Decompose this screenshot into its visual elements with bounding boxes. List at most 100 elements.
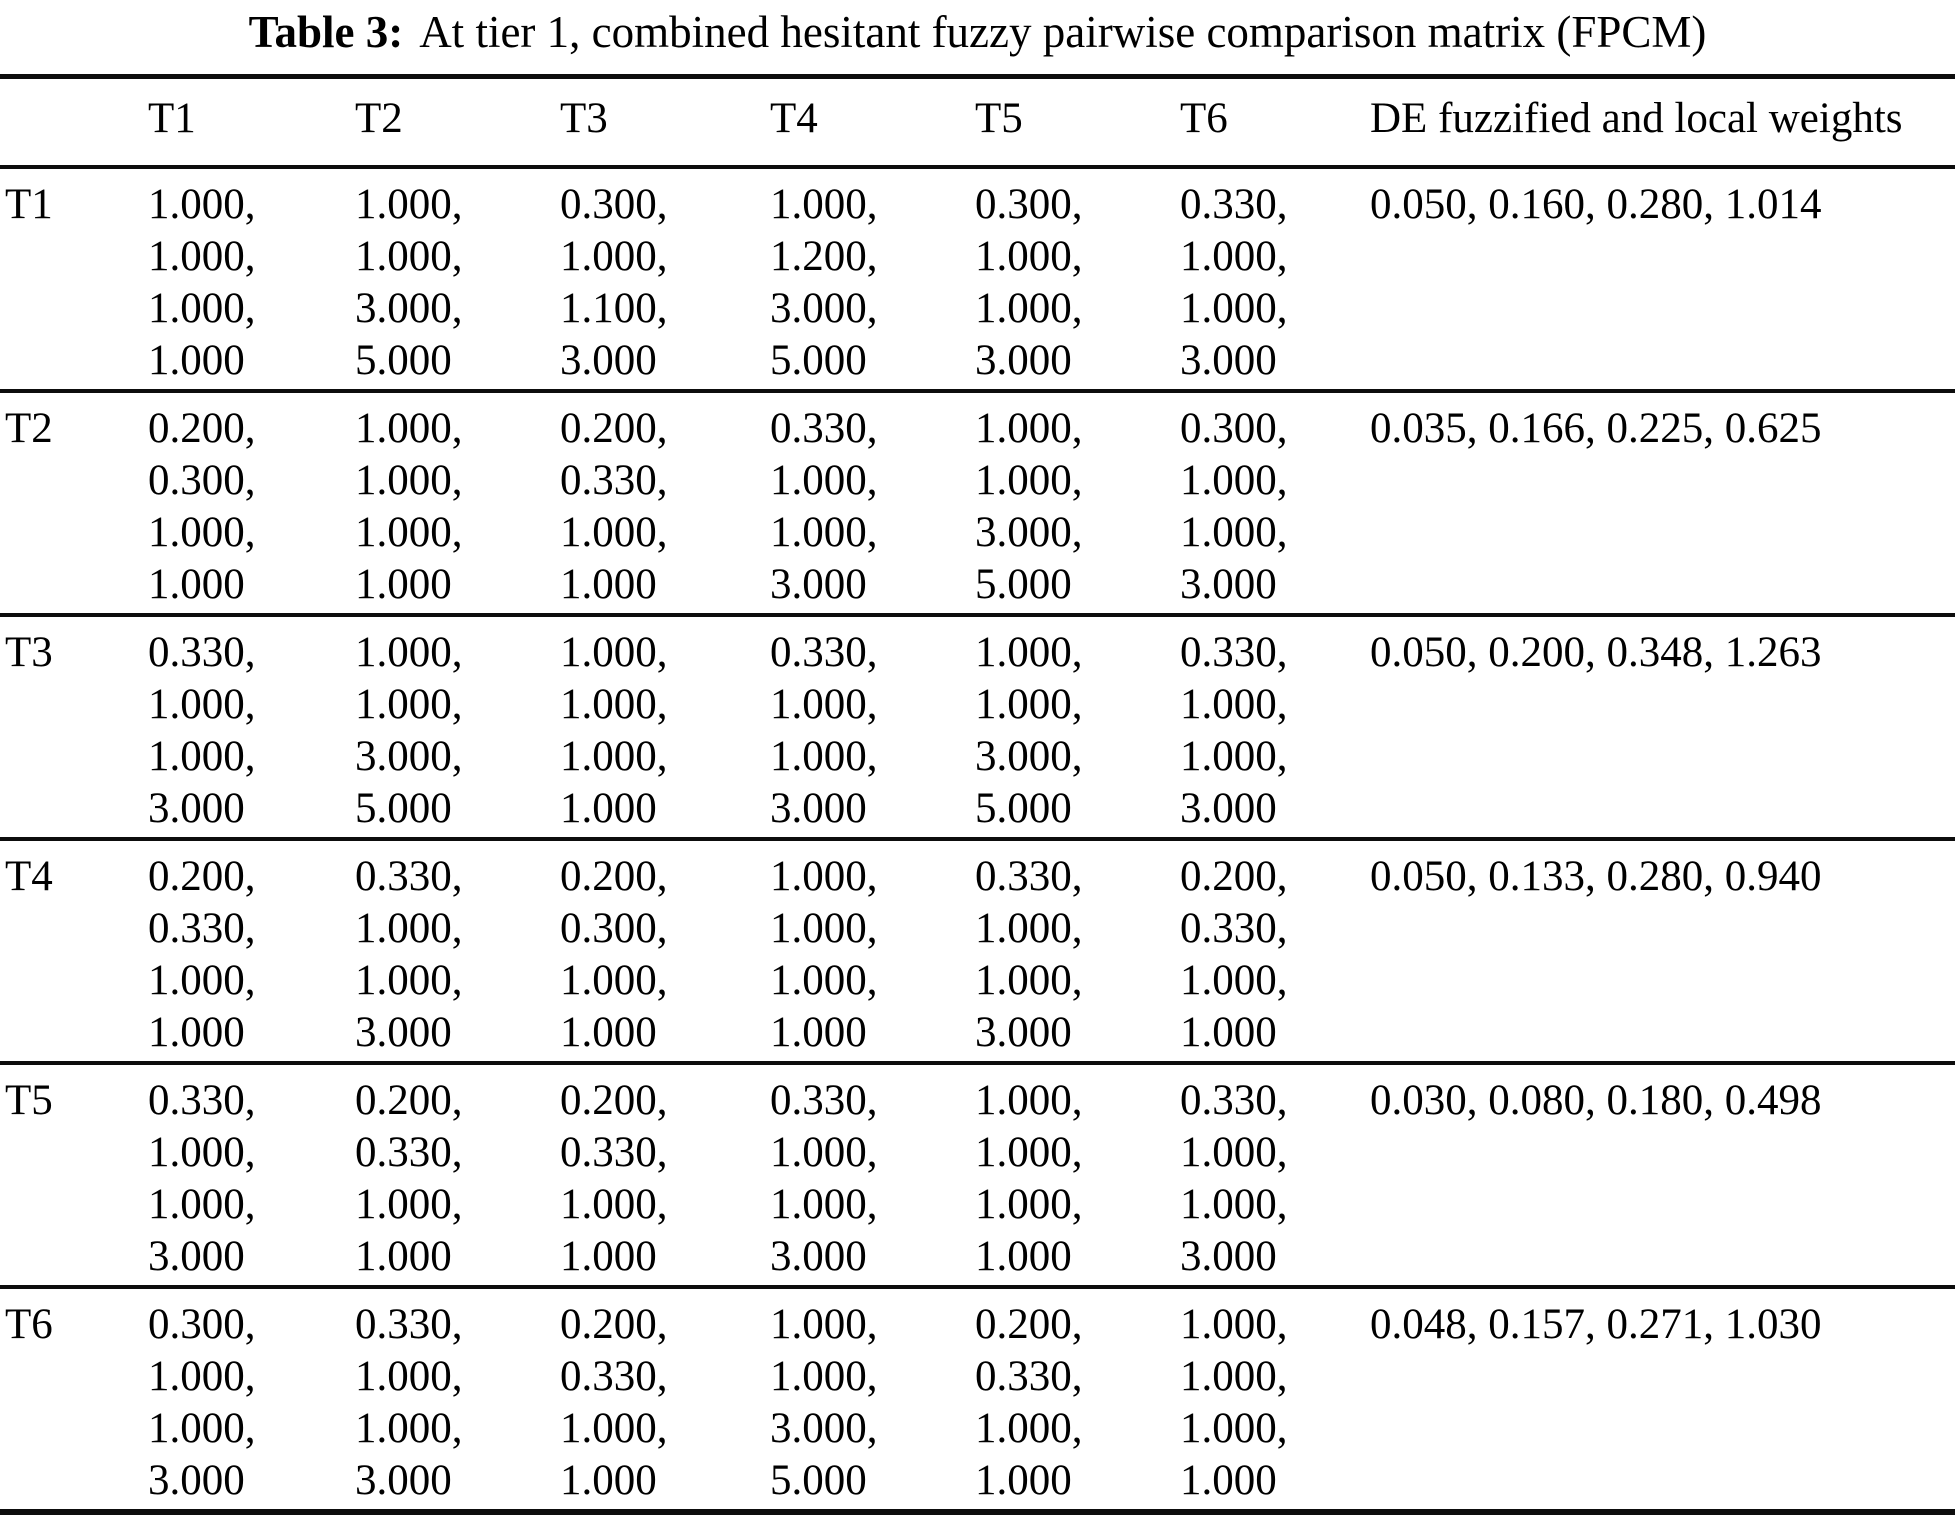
table-caption-number: Table 3: — [248, 7, 404, 57]
fuzzy-value-line: 0.330, — [355, 1129, 463, 1176]
fuzzy-value-line: 3.000, — [975, 509, 1083, 556]
fuzzy-cell-t5-t3: 0.200, 0.330, 1.000, 1.000 — [560, 1063, 770, 1287]
fuzzy-value-line: 1.000, — [355, 905, 463, 952]
fuzzy-cell-t5-t1: 0.330, 1.000, 1.000, 3.000 — [148, 1063, 355, 1287]
fuzzy-value-line: 1.000, — [560, 629, 668, 676]
fuzzy-value-line: 0.330, — [560, 1129, 668, 1176]
fuzzy-cell-t4-t6: 0.200, 0.330, 1.000, 1.000 — [1180, 839, 1370, 1063]
fuzzy-value-line: 3.000 — [355, 1009, 452, 1056]
fuzzy-value-line: 1.000, — [355, 957, 463, 1004]
fuzzy-value-line: 0.330, — [770, 405, 878, 452]
fuzzy-value-line: 1.000, — [1180, 733, 1288, 780]
fuzzy-cell-t6-t3: 0.200, 0.330, 1.000, 1.000 — [560, 1287, 770, 1512]
fuzzy-value-line: 1.000, — [1180, 681, 1288, 728]
fuzzy-cell-t1-t6: 0.330, 1.000, 1.000, 3.000 — [1180, 167, 1370, 391]
fuzzy-value-line: 3.000 — [1180, 785, 1277, 832]
fuzzy-value-line: 3.000, — [770, 1405, 878, 1452]
fuzzy-cell-t3-t1: 0.330, 1.000, 1.000, 3.000 — [148, 615, 355, 839]
weights-cell-t3: 0.050, 0.200, 0.348, 1.263 — [1370, 615, 1955, 839]
weights-cell-t5: 0.030, 0.080, 0.180, 0.498 — [1370, 1063, 1955, 1287]
fuzzy-value-line: 1.000, — [355, 181, 463, 228]
table-row-t3: T3 0.330, 1.000, 1.000, 3.000 1.000, 1.000, 3.0… — [0, 615, 1955, 839]
fuzzy-value-line: 0.330, — [1180, 905, 1288, 952]
fuzzy-value-line: 1.000, — [975, 681, 1083, 728]
fuzzy-cell-t3-t4: 0.330, 1.000, 1.000, 3.000 — [770, 615, 975, 839]
fuzzy-value-line: 1.000, — [975, 957, 1083, 1004]
fuzzy-cell-t5-t4: 0.330, 1.000, 1.000, 3.000 — [770, 1063, 975, 1287]
table-row-t4: T4 0.200, 0.330, 1.000, 1.000 0.330, 1.000, 1.0… — [0, 839, 1955, 1063]
fuzzy-value-line: 1.000 — [148, 1009, 245, 1056]
fuzzy-value-line: 1.000 — [148, 337, 245, 384]
table-header: T1 T2 T3 T4 T5 T6 DE fuzzified and local weigh… — [0, 76, 1955, 169]
fuzzy-value-line: 3.000 — [148, 1457, 245, 1504]
row-label-t2: T2 — [5, 405, 53, 452]
fuzzy-value-line: 1.000 — [1180, 1009, 1277, 1056]
fuzzy-cell-t3-t3: 1.000, 1.000, 1.000, 1.000 — [560, 615, 770, 839]
fuzzy-value-line: 3.000 — [770, 785, 867, 832]
fuzzy-cell-t6-t2: 0.330, 1.000, 1.000, 3.000 — [355, 1287, 560, 1512]
fuzzy-value-line: 3.000 — [148, 785, 245, 832]
weights-value: 0.050, 0.160, 0.280, 1.014 — [1370, 181, 1822, 228]
fuzzy-value-line: 3.000 — [1180, 337, 1277, 384]
fuzzy-value-line: 0.330, — [975, 1353, 1083, 1400]
fuzzy-value-line: 0.300, — [148, 1301, 256, 1348]
fuzzy-value-line: 1.000 — [560, 1009, 657, 1056]
fuzzy-value-line: 0.330, — [355, 853, 463, 900]
fuzzy-value-line: 1.000, — [975, 1405, 1083, 1452]
fuzzy-value-line: 0.330, — [1180, 1077, 1288, 1124]
fuzzy-value-line: 1.000, — [1180, 233, 1288, 280]
fuzzy-value-line: 1.000, — [770, 853, 878, 900]
fuzzy-value-line: 1.000, — [560, 509, 668, 556]
fuzzy-value-line: 5.000 — [770, 337, 867, 384]
fuzzy-value-line: 0.200, — [560, 1301, 668, 1348]
fuzzy-value-line: 1.000 — [770, 1009, 867, 1056]
corner-cell — [0, 76, 148, 169]
table-row-t6: T6 0.300, 1.000, 1.000, 3.000 0.330, 1.000, 1.0… — [0, 1287, 1955, 1512]
fuzzy-value-line: 0.300, — [1180, 405, 1288, 452]
fuzzy-cell-t6-t5: 0.200, 0.330, 1.000, 1.000 — [975, 1287, 1180, 1512]
table-caption-text: At tier 1, combined hesitant fuzzy pairw… — [419, 7, 1707, 57]
fuzzy-value-line: 1.000, — [770, 1301, 878, 1348]
fuzzy-cell-t4-t1: 0.200, 0.330, 1.000, 1.000 — [148, 839, 355, 1063]
fuzzy-value-line: 5.000 — [975, 561, 1072, 608]
fuzzy-value-line: 1.000, — [975, 629, 1083, 676]
row-label-t1: T1 — [5, 181, 53, 228]
fuzzy-value-line: 1.000 — [560, 1457, 657, 1504]
fuzzy-value-line: 3.000 — [975, 1009, 1072, 1056]
fuzzy-cell-t3-t2: 1.000, 1.000, 3.000, 5.000 — [355, 615, 560, 839]
fuzzy-value-line: 1.000, — [975, 457, 1083, 504]
fuzzy-value-line: 1.000, — [148, 233, 256, 280]
fuzzy-value-line: 1.000, — [148, 1129, 256, 1176]
fuzzy-value-line: 3.000 — [770, 1233, 867, 1280]
fuzzy-value-line: 1.000, — [560, 1181, 668, 1228]
row-label-t6: T6 — [5, 1301, 53, 1348]
column-header-t2: T2 — [355, 76, 560, 169]
fuzzy-value-line: 1.000, — [1180, 509, 1288, 556]
fuzzy-cell-t6-t1: 0.300, 1.000, 1.000, 3.000 — [148, 1287, 355, 1512]
fuzzy-value-line: 0.330, — [355, 1301, 463, 1348]
fuzzy-value-line: 5.000 — [355, 785, 452, 832]
fuzzy-cell-t2-t1: 0.200, 0.300, 1.000, 1.000 — [148, 391, 355, 615]
column-header-t6: T6 — [1180, 76, 1370, 169]
fuzzy-cell-t3-t5: 1.000, 1.000, 3.000, 5.000 — [975, 615, 1180, 839]
fuzzy-value-line: 1.000, — [148, 957, 256, 1004]
fuzzy-value-line: 1.000 — [1180, 1457, 1277, 1504]
fuzzy-value-line: 0.200, — [975, 1301, 1083, 1348]
weights-value: 0.030, 0.080, 0.180, 0.498 — [1370, 1077, 1822, 1124]
fuzzy-value-line: 1.000, — [355, 1181, 463, 1228]
fuzzy-value-line: 1.000, — [770, 1353, 878, 1400]
weights-cell-t4: 0.050, 0.133, 0.280, 0.940 — [1370, 839, 1955, 1063]
fuzzy-value-line: 0.330, — [770, 629, 878, 676]
fuzzy-value-line: 1.000, — [975, 233, 1083, 280]
fuzzy-value-line: 0.200, — [355, 1077, 463, 1124]
fuzzy-value-line: 1.000, — [975, 405, 1083, 452]
fuzzy-value-line: 5.000 — [770, 1457, 867, 1504]
fuzzy-value-line: 3.000 — [975, 337, 1072, 384]
fuzzy-value-line: 1.000, — [1180, 1301, 1288, 1348]
fuzzy-value-line: 3.000 — [355, 1457, 452, 1504]
fuzzy-value-line: 0.330, — [1180, 181, 1288, 228]
fuzzy-value-line: 1.000, — [560, 681, 668, 728]
fuzzy-cell-t1-t3: 0.300, 1.000, 1.100, 3.000 — [560, 167, 770, 391]
column-header-t3: T3 — [560, 76, 770, 169]
fuzzy-value-line: 0.330, — [148, 1077, 256, 1124]
